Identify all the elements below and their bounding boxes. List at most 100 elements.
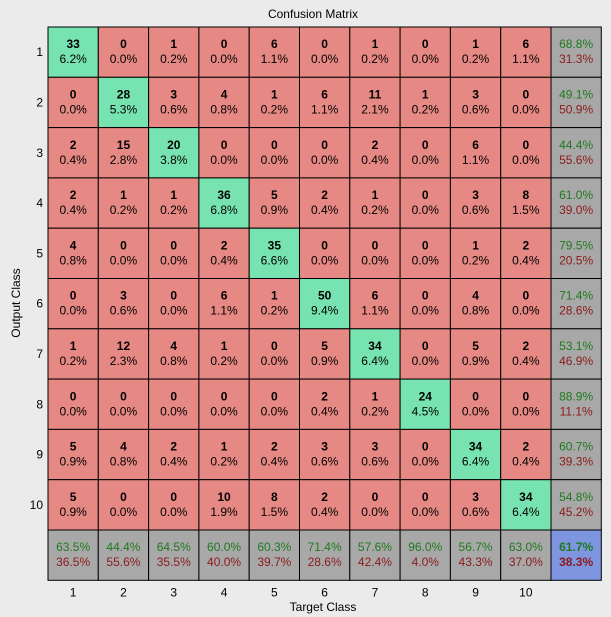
matrix-cell-value: 0 <box>70 389 77 403</box>
matrix-cell-secondary: 0.0% <box>160 404 188 418</box>
row-summary-cell-secondary: 45.2% <box>559 505 593 519</box>
column-summary-cell-secondary: 40.0% <box>207 555 241 569</box>
matrix-cell-secondary: 0.6% <box>110 304 138 318</box>
matrix-cell <box>349 127 401 179</box>
column-summary-cell <box>148 529 200 581</box>
matrix-cell-secondary: 2.3% <box>110 354 138 368</box>
matrix-cell-secondary: 0.0% <box>412 153 440 167</box>
matrix-cell <box>299 278 351 330</box>
row-summary-cell <box>550 378 602 430</box>
matrix-cell-value: 0 <box>271 389 278 403</box>
matrix-cell-value: 3 <box>170 87 177 101</box>
matrix-cell <box>47 227 99 279</box>
matrix-cell-secondary: 2.8% <box>110 153 138 167</box>
column-summary-cell-secondary: 4.0% <box>412 555 440 569</box>
row-summary-cell-value: 88.9% <box>559 389 593 403</box>
matrix-cell <box>399 428 451 481</box>
row-summary-cell <box>550 177 602 229</box>
matrix-cell-secondary: 0.0% <box>110 52 138 66</box>
matrix-cell-secondary: 0.2% <box>462 52 490 66</box>
matrix-cell-secondary: 0.0% <box>210 153 238 167</box>
matrix-cell <box>198 328 250 380</box>
matrix-cell-value: 0 <box>422 138 429 152</box>
matrix-cell-secondary: 0.2% <box>110 203 138 217</box>
matrix-cell-value: 0 <box>523 289 530 303</box>
y-tick-label: 5 <box>36 246 43 260</box>
matrix-cell-value: 5 <box>70 440 77 454</box>
matrix-cell-value: 4 <box>120 440 127 454</box>
matrix-cell <box>248 479 300 531</box>
matrix-cell-value: 2 <box>321 389 328 403</box>
matrix-cell <box>47 278 99 330</box>
y-tick-label: 9 <box>36 448 43 462</box>
x-axis-label: Target Class <box>290 600 357 614</box>
matrix-cell-secondary: 0.4% <box>512 455 540 469</box>
row-summary-cell <box>550 278 602 330</box>
matrix-cell-value: 6 <box>321 87 328 101</box>
matrix-cell <box>148 328 200 380</box>
row-summary-cell-secondary: 55.6% <box>559 153 593 167</box>
matrix-cell-value: 2 <box>372 138 379 152</box>
matrix-cell-value: 1 <box>472 37 479 51</box>
matrix-cell-secondary: 1.1% <box>462 153 490 167</box>
matrix-cell-value: 50 <box>318 289 332 303</box>
row-summary-cell-secondary: 31.3% <box>559 52 593 66</box>
matrix-cell <box>399 328 451 380</box>
matrix-cell-value: 0 <box>120 389 127 403</box>
matrix-cell-secondary: 0.0% <box>412 253 440 267</box>
column-summary-cell-secondary: 39.7% <box>257 555 291 569</box>
matrix-cell-value: 0 <box>120 490 127 504</box>
matrix-cell-secondary: 0.0% <box>361 505 389 519</box>
column-summary-cell-secondary: 35.5% <box>157 555 191 569</box>
matrix-cell-value: 0 <box>422 490 429 504</box>
matrix-cell <box>47 26 99 78</box>
matrix-cell-secondary: 0.0% <box>110 404 138 418</box>
matrix-cell-value: 0 <box>170 289 177 303</box>
matrix-cell-value: 0 <box>523 87 530 101</box>
row-summary-cell-secondary: 39.0% <box>559 203 593 217</box>
matrix-cell <box>500 328 552 380</box>
matrix-cell <box>299 177 351 229</box>
matrix-cell-secondary: 0.2% <box>160 203 188 217</box>
matrix-cell-value: 2 <box>70 138 77 152</box>
matrix-cell-value: 2 <box>321 188 328 202</box>
matrix-cell-value: 1 <box>221 339 228 353</box>
matrix-cell-value: 0 <box>221 389 228 403</box>
matrix-cell-secondary: 0.4% <box>361 153 389 167</box>
matrix-cell-value: 2 <box>170 440 177 454</box>
matrix-cell-secondary: 0.8% <box>210 102 238 116</box>
row-summary-cell-value: 71.4% <box>559 289 593 303</box>
y-tick-label: 1 <box>36 45 43 59</box>
matrix-cell <box>299 479 351 531</box>
matrix-cell-secondary: 4.5% <box>412 404 440 418</box>
matrix-cell-value: 1 <box>170 188 177 202</box>
matrix-cell-secondary: 0.0% <box>412 505 440 519</box>
column-summary-cell-secondary: 42.4% <box>358 555 392 569</box>
overall-accuracy-cell-secondary: 38.3% <box>559 555 593 569</box>
matrix-cell-secondary: 0.0% <box>261 153 289 167</box>
matrix-cell-secondary: 1.1% <box>261 52 289 66</box>
column-summary-cell-value: 64.5% <box>157 540 191 554</box>
matrix-cell-value: 0 <box>321 138 328 152</box>
matrix-cell-value: 1 <box>170 37 177 51</box>
matrix-cell <box>148 428 200 481</box>
matrix-cell-secondary: 5.3% <box>110 102 138 116</box>
matrix-cell-value: 0 <box>422 339 429 353</box>
matrix-cell-value: 35 <box>268 238 282 252</box>
matrix-cell-value: 1 <box>472 238 479 252</box>
matrix-cell <box>500 26 552 78</box>
matrix-cell-secondary: 0.2% <box>261 304 289 318</box>
matrix-cell-value: 4 <box>170 339 177 353</box>
matrix-cell-value: 1 <box>221 440 228 454</box>
matrix-cell-secondary: 0.0% <box>361 253 389 267</box>
matrix-cell <box>449 278 502 330</box>
matrix-cell-secondary: 0.0% <box>160 253 188 267</box>
matrix-cell-secondary: 0.0% <box>512 304 540 318</box>
y-tick-label: 10 <box>30 498 44 512</box>
matrix-cell <box>500 76 552 129</box>
matrix-cell-value: 1 <box>70 339 77 353</box>
matrix-cell-value: 3 <box>321 440 328 454</box>
y-axis-label: Output Class <box>9 268 23 337</box>
